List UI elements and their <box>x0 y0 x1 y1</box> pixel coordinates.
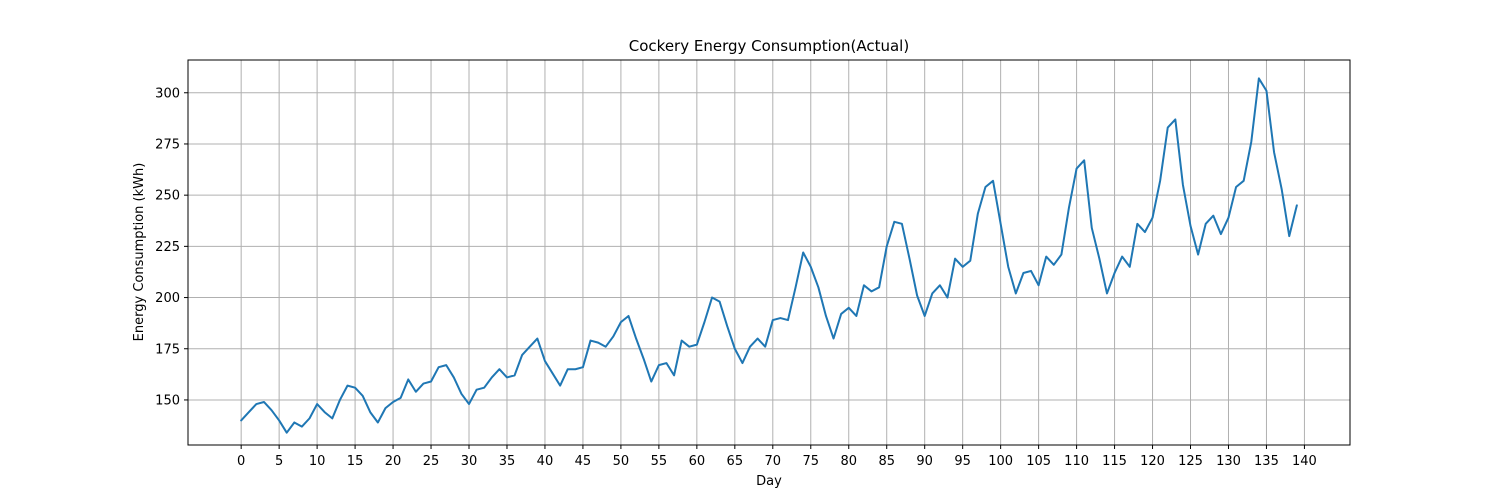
y-tick-label: 150 <box>155 393 180 408</box>
gridlines <box>188 60 1350 445</box>
x-tick-label: 115 <box>1102 454 1127 469</box>
series-layer <box>240 77 1298 434</box>
x-tick-label: 10 <box>309 454 326 469</box>
x-tick-label: 90 <box>916 454 933 469</box>
x-tick-label: 110 <box>1064 454 1089 469</box>
x-tick-label: 15 <box>347 454 364 469</box>
x-tick-label: 95 <box>954 454 971 469</box>
y-tick-label: 225 <box>155 240 180 255</box>
x-tick-label: 125 <box>1178 454 1203 469</box>
chart-title: Cockery Energy Consumption(Actual) <box>629 37 909 55</box>
series-line <box>240 77 1298 434</box>
x-tick-label: 5 <box>275 454 283 469</box>
x-tick-label: 80 <box>840 454 857 469</box>
y-tick-label: 300 <box>155 86 180 101</box>
x-tick-label: 130 <box>1216 454 1241 469</box>
x-tick-label: 45 <box>575 454 592 469</box>
x-tick-label: 50 <box>613 454 630 469</box>
x-tick-label: 20 <box>385 454 402 469</box>
x-tick-label: 30 <box>461 454 478 469</box>
y-tick-label: 250 <box>155 189 180 204</box>
x-tick-label: 55 <box>651 454 668 469</box>
x-tick-label: 75 <box>802 454 819 469</box>
y-tick-label: 175 <box>155 342 180 357</box>
x-tick-label: 140 <box>1292 454 1317 469</box>
x-tick-label: 120 <box>1140 454 1165 469</box>
x-tick-label: 85 <box>878 454 895 469</box>
y-tick-label: 275 <box>155 137 180 152</box>
x-tick-label: 35 <box>499 454 516 469</box>
x-tick-label: 40 <box>537 454 554 469</box>
x-tick-label: 0 <box>237 454 245 469</box>
x-tick-label: 70 <box>765 454 782 469</box>
x-tick-label: 25 <box>423 454 440 469</box>
y-axis-label: Energy Consumption (kWh) <box>132 163 147 342</box>
axis-ticks: 0 5 10 15 20 25 30 35 40 45 50 55 60 65 70 75 80 85 90 95 10… <box>155 86 1317 469</box>
x-tick-label: 60 <box>689 454 706 469</box>
plot-frame <box>187 59 1351 446</box>
x-tick-label: 65 <box>727 454 744 469</box>
x-axis-label: Day <box>756 474 782 489</box>
y-tick-label: 200 <box>155 291 180 306</box>
x-tick-label: 105 <box>1026 454 1051 469</box>
x-tick-label: 100 <box>988 454 1013 469</box>
x-tick-label: 135 <box>1254 454 1279 469</box>
